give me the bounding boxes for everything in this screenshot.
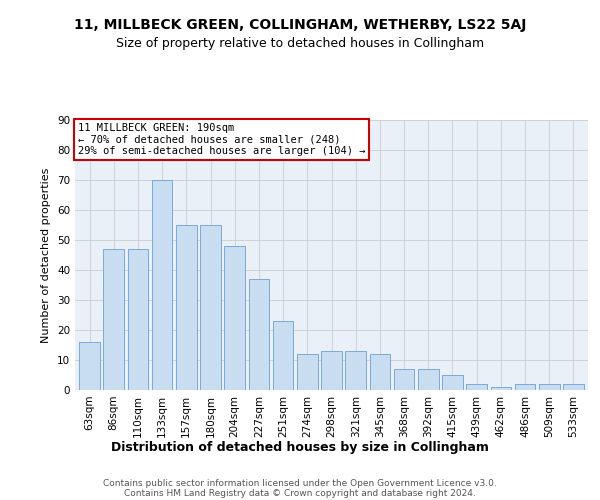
Bar: [346, 351, 366, 390]
Bar: [442, 375, 463, 390]
Text: Contains HM Land Registry data © Crown copyright and database right 2024.: Contains HM Land Registry data © Crown c…: [124, 488, 476, 498]
Bar: [176, 225, 197, 390]
Text: Size of property relative to detached houses in Collingham: Size of property relative to detached ho…: [116, 38, 484, 51]
Bar: [321, 351, 342, 390]
Bar: [103, 249, 124, 390]
Text: 11 MILLBECK GREEN: 190sqm
← 70% of detached houses are smaller (248)
29% of semi: 11 MILLBECK GREEN: 190sqm ← 70% of detac…: [77, 122, 365, 156]
Bar: [370, 354, 390, 390]
Text: 11, MILLBECK GREEN, COLLINGHAM, WETHERBY, LS22 5AJ: 11, MILLBECK GREEN, COLLINGHAM, WETHERBY…: [74, 18, 526, 32]
Bar: [491, 387, 511, 390]
Bar: [152, 180, 172, 390]
Bar: [418, 369, 439, 390]
Bar: [248, 279, 269, 390]
Bar: [515, 384, 535, 390]
Y-axis label: Number of detached properties: Number of detached properties: [41, 168, 52, 342]
Bar: [563, 384, 584, 390]
Bar: [273, 321, 293, 390]
Bar: [394, 369, 415, 390]
Bar: [128, 249, 148, 390]
Bar: [466, 384, 487, 390]
Bar: [539, 384, 560, 390]
Bar: [297, 354, 317, 390]
Bar: [224, 246, 245, 390]
Text: Contains public sector information licensed under the Open Government Licence v3: Contains public sector information licen…: [103, 478, 497, 488]
Bar: [200, 225, 221, 390]
Text: Distribution of detached houses by size in Collingham: Distribution of detached houses by size …: [111, 441, 489, 454]
Bar: [79, 342, 100, 390]
